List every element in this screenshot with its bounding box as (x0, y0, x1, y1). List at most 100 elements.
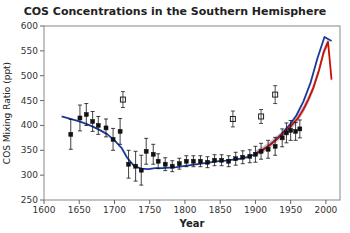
filled-point (273, 144, 277, 148)
y-tick (40, 100, 44, 101)
filled-point (213, 158, 217, 162)
error-bar (91, 112, 95, 132)
x-tick (79, 200, 80, 204)
x-tick-label: 2000 (314, 205, 337, 215)
error-bar-cap (227, 155, 231, 156)
error-bar-cap (284, 142, 288, 143)
error-bar-cap (127, 150, 131, 151)
error-bar (191, 156, 195, 167)
filled-point (156, 159, 160, 163)
error-bar-cap (184, 155, 188, 156)
error-bar-cap (151, 144, 155, 145)
error-bar-cap (231, 126, 235, 127)
error-bar-cap (156, 153, 160, 154)
y-tick (40, 50, 44, 51)
error-bar (227, 156, 231, 167)
error-bar (289, 120, 293, 140)
open-point (259, 114, 264, 119)
error-bar (84, 104, 88, 126)
error-bar-cap (273, 85, 277, 86)
error-bar-cap (248, 162, 252, 163)
error-bar-cap (253, 146, 257, 147)
error-bar-cap (91, 111, 95, 112)
title: COS Concentrations in the Southern Hemis… (24, 5, 327, 18)
error-bar-cap (241, 163, 245, 164)
error-bar-cap (259, 143, 263, 144)
error-bar-cap (298, 119, 302, 120)
y-tick-label: 500 (21, 71, 38, 81)
filled-point (91, 119, 95, 123)
x-tick-label: 1700 (103, 205, 126, 215)
error-bar-cap (191, 166, 195, 167)
open-point (230, 116, 235, 121)
y-tick-label: 550 (21, 46, 38, 56)
error-bar-cap (298, 137, 302, 138)
error-bar-cap (139, 155, 143, 156)
filled-point (139, 168, 143, 172)
filled-point (198, 159, 202, 163)
error-bar-cap (170, 171, 174, 172)
error-bar-cap (104, 136, 108, 137)
y-tick (40, 125, 44, 126)
error-bar-cap (280, 146, 284, 147)
error-bar (111, 128, 115, 150)
open-point (273, 92, 278, 97)
y-tick (40, 150, 44, 151)
filled-point (96, 123, 100, 127)
error-bar-cap (134, 151, 138, 152)
error-bar (266, 140, 270, 158)
error-bar (259, 143, 263, 159)
error-bar-cap (191, 155, 195, 156)
error-bar-cap (234, 152, 238, 153)
filled-point (248, 154, 252, 158)
y-tick-label: 600 (21, 21, 38, 31)
filled-point (206, 160, 210, 164)
x-tick (325, 200, 326, 204)
y-tick-label: 250 (21, 195, 38, 205)
error-bar (69, 119, 73, 149)
error-bar-cap (139, 185, 143, 186)
error-bar (177, 158, 181, 169)
plot-frame (44, 26, 340, 200)
filled-point (234, 157, 238, 161)
error-bar (144, 138, 148, 164)
error-bar-cap (273, 137, 277, 138)
curve (62, 37, 332, 169)
error-bar-cap (78, 130, 82, 131)
error-bar-cap (144, 164, 148, 165)
error-bar-cap (111, 150, 115, 151)
error-bar-cap (96, 116, 100, 117)
filled-point (241, 155, 245, 159)
filled-point (284, 131, 288, 135)
filled-point (298, 127, 302, 131)
filled-point (104, 126, 108, 130)
filled-point (69, 132, 73, 136)
error-bar-cap (170, 160, 174, 161)
filled-point (151, 152, 155, 156)
error-bar-cap (111, 128, 115, 129)
error-bar-cap (118, 144, 122, 145)
error-bar-cap (227, 166, 231, 167)
x-tick (255, 200, 256, 204)
error-bar-cap (289, 120, 293, 121)
error-bar-cap (121, 107, 125, 108)
error-bar-cap (69, 119, 73, 120)
error-bar (163, 158, 167, 171)
chart: COS Concentrations in the Southern Hemis… (0, 0, 350, 233)
curve (255, 42, 331, 153)
error-bar (118, 118, 122, 144)
y-tick-label: 400 (21, 120, 38, 130)
x-tick (149, 200, 150, 204)
error-bar-cap (253, 162, 257, 163)
error-bar-cap (248, 149, 252, 150)
error-bar-cap (241, 150, 245, 151)
x-tick-label: 1950 (279, 205, 302, 215)
error-bar-cap (280, 128, 284, 129)
error-bar-cap (266, 140, 270, 141)
error-bar (170, 161, 174, 172)
x-tick-label: 1750 (138, 205, 161, 215)
x-tick-label: 1600 (33, 205, 56, 215)
filled-point (78, 116, 82, 120)
error-bar-cap (163, 170, 167, 171)
filled-point (127, 162, 131, 166)
